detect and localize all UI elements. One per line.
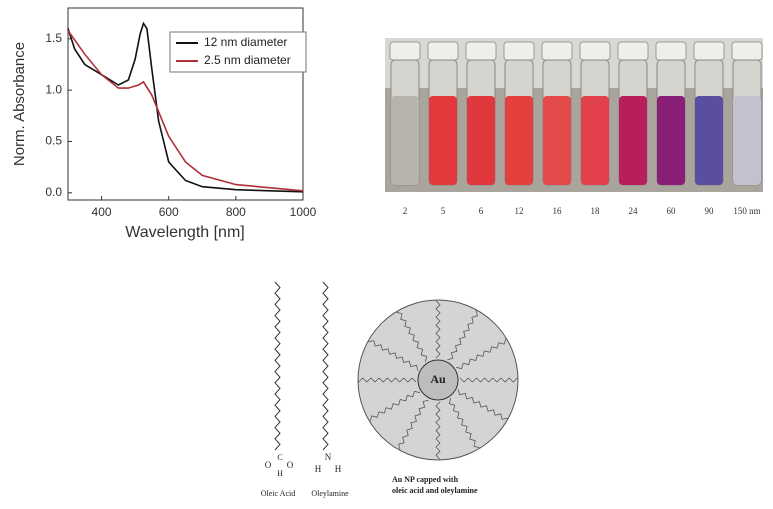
y-tick-label: 0.0 (45, 185, 62, 199)
legend-label: 2.5 nm diameter (204, 53, 291, 67)
vial-cap (390, 42, 420, 60)
core-label: Au (430, 372, 446, 386)
vial-label: 150 nm (733, 206, 760, 216)
y-tick-label: 1.5 (45, 31, 62, 45)
vial-liquid (695, 96, 723, 185)
vial-liquid (467, 96, 495, 185)
molecule-name: Oleic Acid (261, 489, 295, 498)
x-tick-label: 400 (92, 205, 112, 219)
vial-cap (542, 42, 572, 60)
y-axis-title: Norm. Absorbance (11, 42, 28, 166)
atom-label: O (265, 460, 272, 470)
vial-cap (694, 42, 724, 60)
vial-cap (504, 42, 534, 60)
x-tick-label: 1000 (290, 205, 317, 219)
atom-label: O (287, 460, 294, 470)
vial-label: 60 (667, 206, 677, 216)
atom-label: N (325, 452, 332, 462)
caption: Au NP capped with (392, 475, 459, 484)
vial-cap (466, 42, 496, 60)
vial-liquid (619, 96, 647, 185)
vial-cap (732, 42, 762, 60)
atom-label: H (335, 464, 342, 474)
atom-label: C (277, 453, 282, 462)
legend-label: 12 nm diameter (204, 35, 287, 49)
vial-cap (656, 42, 686, 60)
vial-cap (428, 42, 458, 60)
vial-label: 16 (553, 206, 563, 216)
y-tick-label: 1.0 (45, 82, 62, 96)
vial-label: 5 (441, 206, 446, 216)
x-tick-label: 600 (159, 205, 179, 219)
vial-cap (618, 42, 648, 60)
vial-liquid (391, 96, 419, 185)
vial-label: 18 (591, 206, 601, 216)
vial-label: 90 (705, 206, 715, 216)
vial-label: 24 (629, 206, 639, 216)
vial-liquid (505, 96, 533, 185)
x-tick-label: 800 (226, 205, 246, 219)
figure: Norm. Absorbance Wavelength [nm] 400 600 8… (0, 0, 773, 504)
y-tick-label: 0.5 (45, 134, 62, 148)
x-axis-title: Wavelength [nm] (125, 224, 244, 241)
vial-label: 6 (479, 206, 484, 216)
vial-cap (580, 42, 610, 60)
molecule-name: Oleylamine (311, 489, 349, 498)
atom-label: H (277, 469, 283, 478)
vial-liquid (733, 96, 761, 185)
vial-label: 12 (515, 206, 524, 216)
vial-liquid (581, 96, 609, 185)
caption: oleic acid and oleylamine (392, 486, 478, 495)
atom-label: H (315, 464, 322, 474)
vial-liquid (543, 96, 571, 185)
vial-liquid (657, 96, 685, 185)
vial-label: 2 (403, 206, 408, 216)
vial-liquid (429, 96, 457, 185)
